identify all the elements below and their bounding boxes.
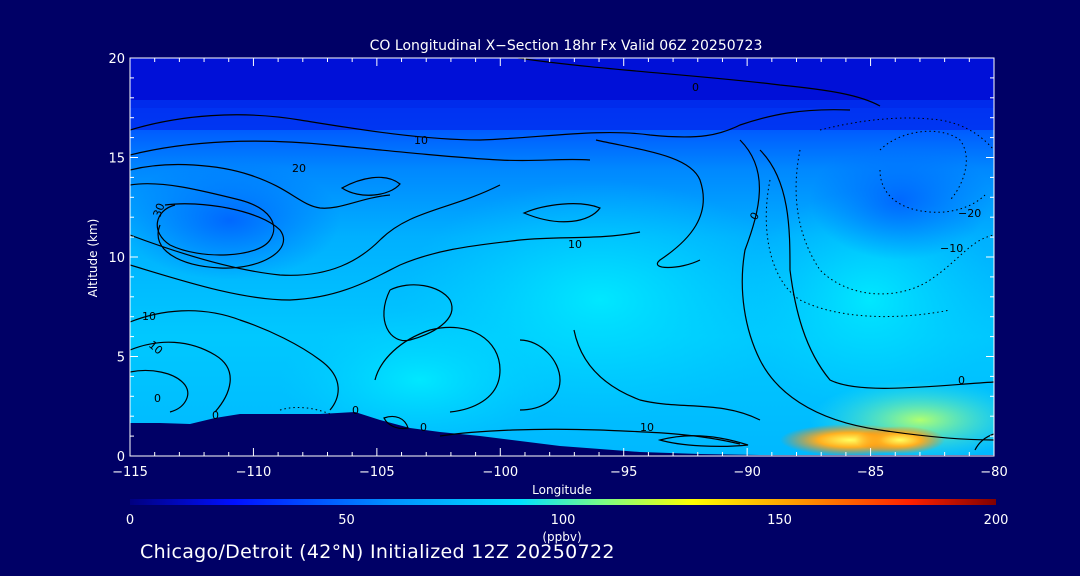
contour-line (879, 130, 967, 201)
contour-label: −20 (958, 207, 981, 220)
contour-line (795, 149, 994, 295)
contour-line (657, 435, 749, 447)
contour-line (130, 310, 339, 411)
contour-label: 0 (352, 404, 359, 417)
x-tick-label: −80 (980, 465, 1007, 480)
colorbar-tick-label: 150 (767, 513, 792, 528)
contour-line (130, 231, 641, 301)
contour-label: 10 (640, 421, 654, 434)
contour-label: 20 (292, 162, 306, 175)
contour-line (157, 203, 285, 269)
contour-line (819, 117, 994, 151)
contour-line (374, 326, 501, 413)
colorbar-tick-label: 100 (551, 513, 576, 528)
low-co-region-east (810, 140, 990, 260)
contour-label: 10 (414, 134, 428, 147)
contour-line (130, 369, 189, 413)
x-axis-label: Longitude (532, 483, 592, 497)
contour-label: 10 (568, 238, 582, 251)
upper-transition-band (130, 100, 994, 130)
contour-line (279, 407, 331, 415)
y-tick-label: 20 (108, 52, 125, 67)
contour-line (340, 176, 401, 196)
colorbar-label: (ppbv) (542, 530, 581, 544)
y-axis: 0 5 10 15 20 (108, 52, 994, 465)
contour-line (130, 184, 501, 276)
contour-line (522, 203, 601, 223)
colorbar-tick-label: 0 (126, 513, 134, 528)
x-tick-label: −110 (236, 465, 272, 480)
contour-line (130, 140, 591, 162)
contour-line (759, 149, 994, 389)
colorbar-tick-label: 50 (338, 513, 355, 528)
run-annotation: Chicago/Detroit (42°N) Initialized 12Z 2… (140, 541, 615, 563)
contour-label: 10 (142, 310, 156, 323)
y-tick-label: 5 (117, 351, 125, 366)
colorbar-ticks: 0 50 100 150 200 (126, 513, 1009, 528)
y-tick-label: 10 (108, 251, 125, 266)
contour-line (130, 163, 391, 209)
contour-label: 0 (958, 374, 965, 387)
contour-line (595, 139, 704, 269)
terrain (130, 412, 994, 456)
contour-line (573, 329, 761, 421)
contour-line (739, 139, 994, 441)
y-axis-label: Altitude (km) (86, 219, 100, 298)
y-tick-label: 15 (108, 152, 125, 167)
surface-plume-secondary (855, 426, 945, 454)
x-axis: −115 −110 −105 −100 −95 −90 −85 −80 (112, 58, 1008, 480)
low-co-region-west (130, 160, 340, 280)
contour-label: 0 (692, 81, 699, 94)
contour-label: 0 (420, 421, 427, 434)
contour-line (130, 341, 231, 413)
x-tick-label: −115 (112, 465, 148, 480)
contour-line (879, 169, 986, 213)
x-tick-label: −95 (610, 465, 637, 480)
contour-label: 0 (212, 409, 219, 422)
positive-contours (130, 58, 994, 451)
contour-line (517, 58, 881, 107)
x-tick-label: −90 (733, 465, 760, 480)
contour-label: −10 (940, 242, 963, 255)
plot-area: 0 10 10 −20 −10 20 30 10 10 0 0 0 10 0 0… (130, 58, 994, 456)
colorbar-tick-label: 200 (984, 513, 1009, 528)
upper-atmosphere-band (130, 58, 994, 108)
x-tick-label: −100 (482, 465, 518, 480)
contour-line (383, 415, 409, 430)
chart-title: CO Longitudinal X−Section 18hr Fx Valid … (370, 38, 763, 54)
contour-line (130, 183, 275, 256)
negative-contours (279, 117, 994, 415)
x-tick-label: −85 (857, 465, 884, 480)
y-tick-label: 0 (117, 450, 125, 465)
contour-label: 0 (154, 392, 161, 405)
contour-label: 30 (151, 201, 168, 219)
contour-line (130, 109, 851, 141)
x-tick-label: −105 (359, 465, 395, 480)
colorbar (130, 499, 996, 505)
contour-line (519, 339, 561, 411)
contour-line (974, 433, 994, 451)
